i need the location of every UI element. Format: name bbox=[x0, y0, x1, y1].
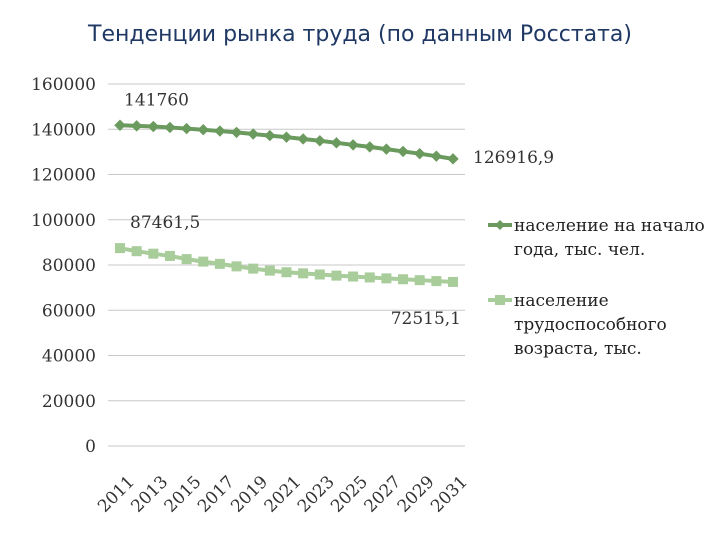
x-axis-ticks: 2011201320152017201920212023202520272029… bbox=[94, 472, 472, 517]
x-tick-label: 2025 bbox=[327, 472, 372, 517]
y-tick-label: 0 bbox=[85, 437, 96, 457]
data-label-series1-first: 141760 bbox=[124, 90, 189, 110]
data-point bbox=[380, 143, 393, 155]
x-tick-label: 2015 bbox=[161, 472, 206, 517]
data-labels: 141760 126916,9 87461,5 72515,1 bbox=[124, 90, 554, 329]
data-point bbox=[247, 128, 259, 140]
data-point bbox=[414, 275, 425, 286]
y-tick-label: 20000 bbox=[42, 392, 96, 412]
x-tick-label: 2021 bbox=[261, 472, 306, 517]
x-tick-label: 2017 bbox=[194, 472, 239, 517]
data-point bbox=[248, 263, 259, 274]
y-tick-label: 140000 bbox=[31, 120, 96, 140]
data-point bbox=[281, 267, 292, 278]
x-tick-label: 2011 bbox=[94, 472, 139, 517]
data-point bbox=[381, 273, 392, 284]
data-point bbox=[147, 120, 160, 133]
data-label-series2-last: 72515,1 bbox=[391, 309, 461, 329]
x-tick-label: 2019 bbox=[227, 472, 272, 517]
data-point bbox=[181, 254, 192, 265]
data-point bbox=[330, 137, 343, 149]
data-label-series2-first: 87461,5 bbox=[130, 213, 200, 233]
x-tick-label: 2027 bbox=[360, 472, 405, 517]
legend-marker bbox=[495, 220, 505, 230]
chart-title: Тенденции рынка труда (по данным Росстат… bbox=[88, 22, 632, 47]
legend-label-1: население на начало года, тыс. чел. bbox=[514, 216, 705, 260]
data-point bbox=[298, 268, 309, 279]
data-point bbox=[264, 265, 275, 276]
data-point bbox=[430, 150, 443, 162]
data-point bbox=[413, 147, 426, 160]
data-point bbox=[347, 139, 359, 151]
data-point bbox=[130, 120, 143, 132]
data-point bbox=[297, 133, 309, 145]
data-point bbox=[264, 129, 276, 142]
data-point bbox=[448, 276, 458, 287]
x-tick-label: 2029 bbox=[394, 472, 439, 517]
data-point bbox=[364, 272, 375, 283]
y-tick-label: 160000 bbox=[31, 75, 96, 95]
legend-label-2: население трудоспособного возраста, тыс. bbox=[514, 291, 667, 359]
data-point bbox=[114, 119, 126, 131]
data-point bbox=[431, 276, 442, 287]
data-point bbox=[164, 250, 175, 261]
data-point bbox=[280, 131, 293, 143]
data-point bbox=[231, 261, 242, 272]
data-point bbox=[115, 243, 125, 254]
y-tick-label: 80000 bbox=[42, 256, 96, 276]
data-point bbox=[314, 135, 326, 147]
data-point bbox=[197, 123, 209, 136]
data-point bbox=[398, 274, 409, 285]
y-tick-label: 120000 bbox=[31, 166, 96, 186]
legend-marker bbox=[495, 295, 505, 305]
data-point bbox=[214, 125, 226, 137]
y-tick-label: 60000 bbox=[42, 301, 96, 321]
series-lines bbox=[114, 119, 459, 287]
data-point bbox=[230, 126, 243, 139]
data-point bbox=[131, 246, 142, 257]
data-point bbox=[314, 269, 325, 280]
y-axis-ticks: 0 20000 40000 60000 80000 100000 120000 140000 1… bbox=[31, 75, 96, 457]
y-tick-label: 40000 bbox=[42, 347, 96, 367]
data-point bbox=[364, 141, 376, 153]
data-point bbox=[198, 256, 209, 267]
data-point bbox=[348, 271, 359, 282]
x-tick-label: 2031 bbox=[427, 472, 472, 517]
y-tick-label: 100000 bbox=[31, 211, 96, 231]
data-point bbox=[447, 153, 459, 165]
data-point bbox=[331, 270, 342, 281]
data-point bbox=[180, 122, 193, 135]
data-point bbox=[397, 145, 409, 158]
data-point bbox=[148, 248, 159, 259]
x-tick-label: 2013 bbox=[127, 472, 172, 517]
data-label-series1-last: 126916,9 bbox=[473, 148, 554, 168]
x-tick-label: 2023 bbox=[294, 472, 339, 517]
legend: население на начало года, тыс. чел. населе… bbox=[488, 216, 705, 359]
data-point bbox=[214, 258, 225, 269]
data-point bbox=[164, 121, 176, 134]
